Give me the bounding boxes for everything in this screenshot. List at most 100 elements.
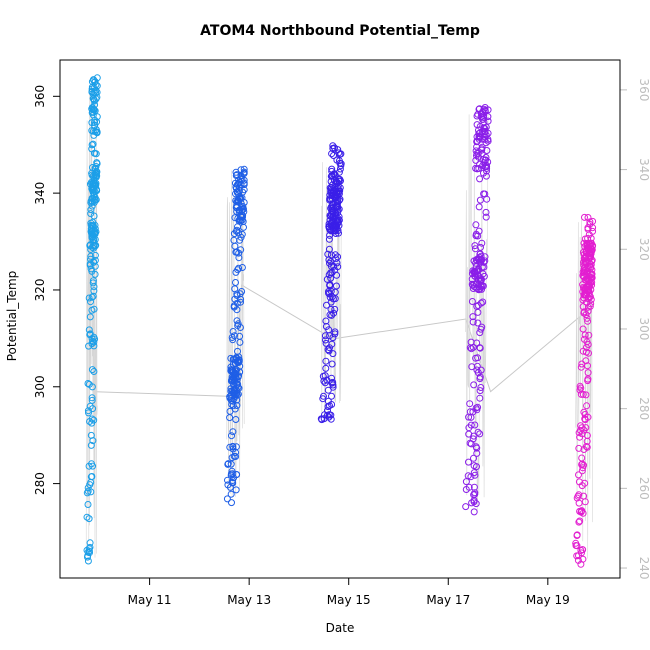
- data-point: [322, 364, 330, 372]
- data-point: [482, 123, 490, 131]
- data-point: [230, 370, 238, 378]
- data-point: [471, 245, 479, 253]
- data-point: [323, 301, 330, 309]
- data-point: [88, 394, 96, 402]
- data-point: [587, 300, 595, 308]
- data-point: [235, 264, 243, 272]
- data-point: [86, 402, 94, 410]
- data-point: [325, 235, 333, 243]
- data-point: [470, 267, 478, 275]
- data-point: [479, 270, 487, 278]
- data-point: [233, 204, 241, 211]
- data-point: [322, 336, 329, 344]
- data-point: [326, 212, 334, 219]
- data-point: [582, 348, 590, 356]
- data-point: [237, 166, 245, 174]
- data-point: [466, 400, 474, 408]
- data-point: [229, 402, 237, 410]
- data-point: [575, 478, 583, 486]
- data-point: [235, 249, 243, 257]
- data-point: [236, 338, 244, 346]
- data-point: [235, 384, 243, 392]
- data-point: [579, 464, 587, 472]
- data-point: [328, 379, 336, 387]
- data-point: [477, 278, 485, 286]
- data-point: [234, 380, 242, 388]
- x-tick-label: May 17: [426, 593, 470, 607]
- plot-frame: [59, 59, 621, 579]
- data-point: [229, 479, 237, 487]
- y-tick-label: 320: [33, 279, 47, 302]
- data-point: [84, 407, 92, 415]
- y-tick-label: 280: [33, 472, 47, 495]
- data-point: [85, 462, 93, 470]
- data-point: [229, 442, 237, 450]
- data-point: [85, 409, 92, 417]
- data-point: [324, 346, 332, 354]
- data-point: [326, 344, 333, 352]
- data-point: [92, 81, 100, 89]
- data-point: [473, 112, 481, 120]
- y-tick-label: 360: [33, 85, 47, 108]
- data-point: [588, 271, 596, 278]
- data-point: [332, 255, 340, 263]
- data-point: [224, 460, 232, 468]
- data-point: [581, 213, 588, 221]
- data-point: [327, 305, 335, 313]
- data-point: [87, 206, 95, 214]
- data-point: [328, 392, 335, 400]
- data-point: [324, 403, 332, 411]
- data-point: [462, 503, 470, 511]
- data-point: [580, 273, 588, 281]
- data-point: [467, 440, 475, 448]
- data-point: [473, 406, 481, 414]
- data-point: [88, 202, 96, 210]
- data-point: [478, 263, 486, 271]
- data-point: [90, 258, 98, 266]
- y2-tick-label: 320: [637, 238, 650, 261]
- data-point: [331, 330, 339, 338]
- data-point: [327, 204, 335, 212]
- data-point: [580, 309, 588, 317]
- data-point: [325, 271, 333, 279]
- data-point: [581, 331, 589, 339]
- data-point: [584, 287, 592, 295]
- data-point: [584, 317, 592, 325]
- data-point: [588, 243, 596, 250]
- data-point: [579, 268, 587, 276]
- data-point: [583, 437, 591, 445]
- data-point: [88, 293, 96, 301]
- data-point: [320, 377, 328, 385]
- data-point: [227, 470, 235, 478]
- data-point: [477, 243, 484, 251]
- data-point: [83, 513, 91, 521]
- data-point: [85, 342, 93, 350]
- data-point: [237, 298, 244, 306]
- data-point: [325, 326, 333, 334]
- data-point: [223, 495, 231, 503]
- data-point: [484, 113, 492, 121]
- data-point: [233, 471, 241, 478]
- data-point: [230, 452, 238, 460]
- data-point: [236, 368, 244, 376]
- data-point: [470, 462, 478, 470]
- data-point: [231, 242, 239, 250]
- data-point: [88, 171, 96, 179]
- data-point: [476, 430, 484, 438]
- data-point: [579, 325, 587, 333]
- data-point: [237, 194, 245, 202]
- data-point: [577, 422, 585, 430]
- data-point: [577, 384, 585, 392]
- data-point: [88, 335, 96, 343]
- data-point: [326, 231, 334, 239]
- data-point: [584, 214, 592, 221]
- data-point: [580, 239, 588, 247]
- data-point: [467, 413, 475, 421]
- y-tick-label: 300: [33, 375, 47, 398]
- y2-tick-label: 240: [637, 557, 650, 580]
- data-point: [91, 335, 99, 343]
- data-point: [93, 113, 101, 121]
- data-point: [476, 387, 484, 395]
- data-point: [575, 518, 583, 526]
